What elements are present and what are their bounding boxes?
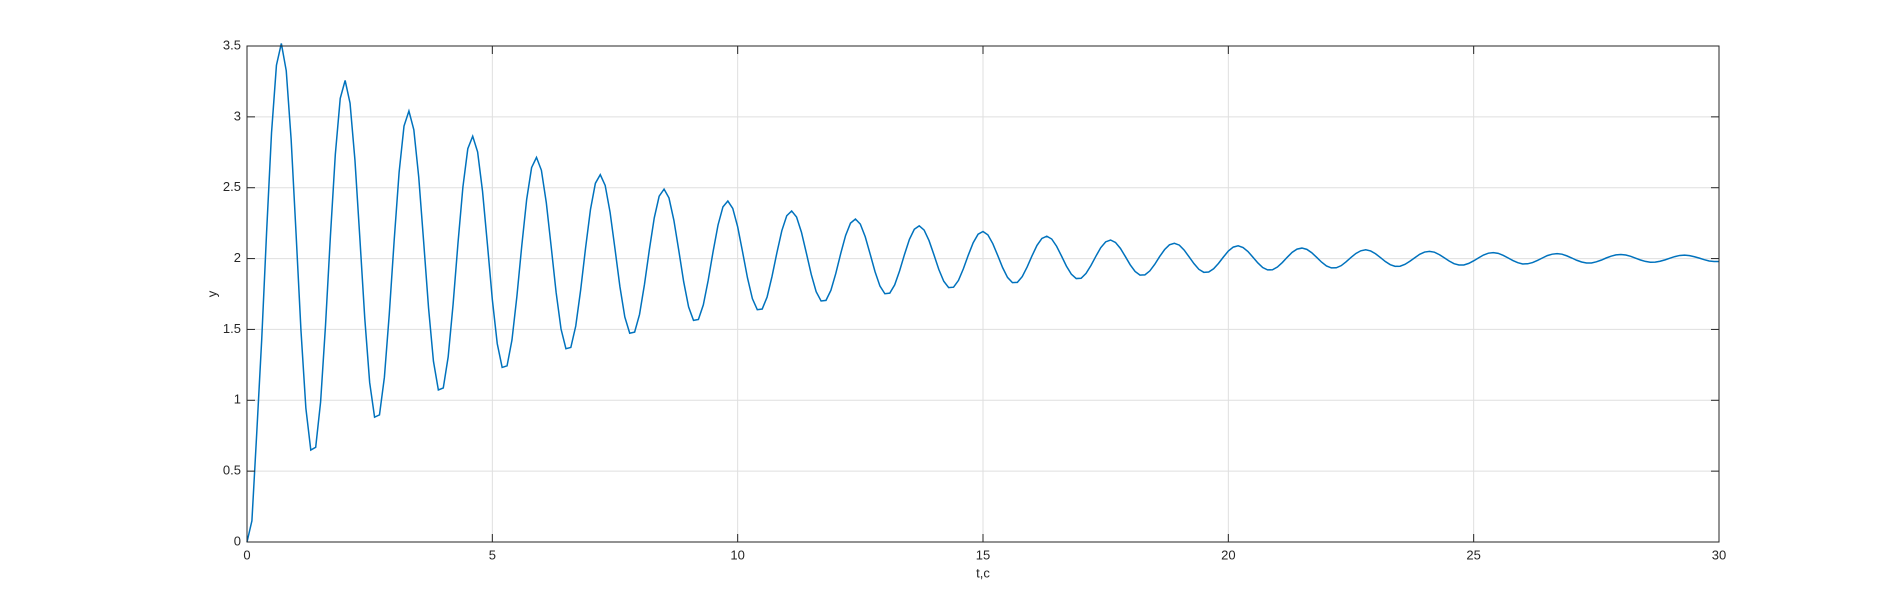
x-tick-label: 0	[243, 547, 250, 562]
y-tick-label: 3	[234, 108, 241, 123]
y-tick-label: 1	[234, 392, 241, 407]
y-axis-label: y	[204, 290, 219, 297]
y-tick-label: 2.5	[223, 179, 241, 194]
y-tick-label: 1.5	[223, 321, 241, 336]
y-tick-label: 0	[234, 533, 241, 548]
x-tick-label: 5	[489, 547, 496, 562]
x-tick-label: 10	[730, 547, 744, 562]
data-line	[246, 43, 1719, 543]
y-tick-label: 3.5	[223, 37, 241, 52]
y-tick-label: 2	[234, 250, 241, 265]
x-tick-label: 15	[976, 547, 990, 562]
x-tick-label: 20	[1221, 547, 1235, 562]
x-axis-label: t,c	[976, 565, 990, 580]
x-tick-label: 25	[1466, 547, 1480, 562]
x-tick-label: 30	[1712, 547, 1726, 562]
y-tick-label: 0.5	[223, 463, 241, 478]
